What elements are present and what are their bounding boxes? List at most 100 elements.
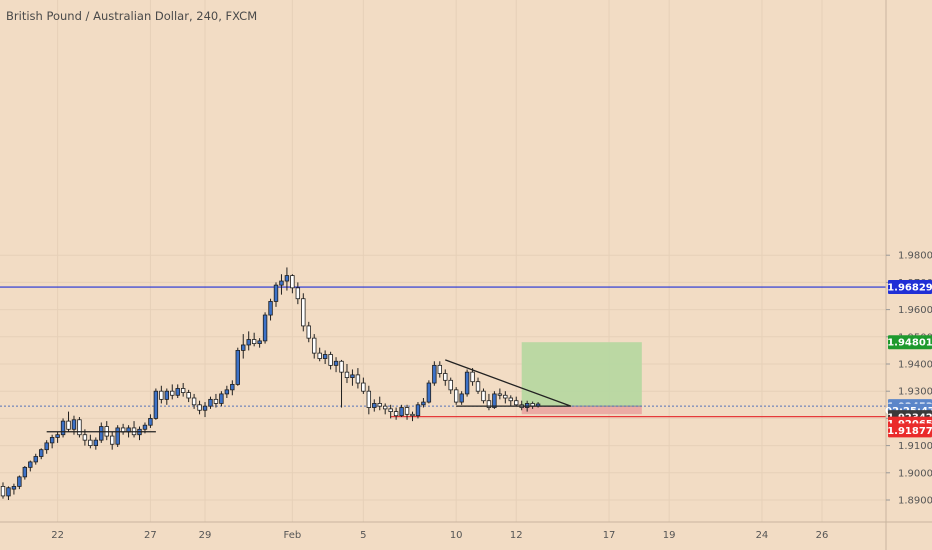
candle-body xyxy=(224,389,230,395)
candle xyxy=(497,388,503,400)
candle-body xyxy=(333,360,339,366)
candle-body xyxy=(426,382,432,403)
candle xyxy=(180,383,186,397)
candle-body xyxy=(344,371,350,379)
y-tick-label: 1.93000 xyxy=(898,387,932,398)
candle xyxy=(372,399,377,412)
candle-body xyxy=(295,287,301,300)
x-tick-label: Feb xyxy=(284,530,302,541)
price-tag-bg xyxy=(888,280,932,295)
candle xyxy=(213,393,219,408)
candle xyxy=(470,368,475,386)
candle-body xyxy=(115,427,120,445)
candle xyxy=(448,377,453,394)
candle-body xyxy=(459,393,464,403)
candle xyxy=(246,331,251,351)
candle-body xyxy=(470,371,475,383)
candle xyxy=(99,422,104,443)
candle xyxy=(503,391,508,404)
candle xyxy=(77,417,82,438)
candle-body xyxy=(28,461,33,468)
candle xyxy=(257,338,262,348)
candle xyxy=(328,351,333,370)
candle xyxy=(202,402,208,418)
candle xyxy=(268,298,273,321)
candle xyxy=(404,404,410,420)
price-tag-bg xyxy=(888,335,932,350)
candle-body xyxy=(464,371,470,395)
candle-body xyxy=(382,405,388,410)
candle xyxy=(284,267,290,291)
candle xyxy=(355,368,361,389)
candle-body xyxy=(437,364,442,374)
candle xyxy=(148,414,153,428)
candle xyxy=(262,312,268,344)
candle-body xyxy=(372,403,377,408)
candle xyxy=(290,274,295,294)
candle-body xyxy=(82,434,88,441)
price-tag-bg xyxy=(888,423,932,438)
price-tag-label: 1.94801 xyxy=(887,338,932,349)
x-tick-label: 29 xyxy=(199,530,212,541)
price-tag: 1.91877 xyxy=(887,423,932,438)
candle-body xyxy=(170,390,175,396)
candle xyxy=(514,396,519,407)
chart-title: British Pound / Australian Dollar, 240, … xyxy=(6,9,258,23)
candle xyxy=(481,388,486,404)
candle xyxy=(0,482,6,499)
candle xyxy=(33,453,38,465)
candle-body xyxy=(219,393,224,404)
candle-body xyxy=(388,408,393,413)
candle-body xyxy=(164,390,169,400)
candle xyxy=(164,388,169,405)
price-tag: 1.96829 xyxy=(887,280,932,295)
candle-body xyxy=(443,373,448,381)
candle-body xyxy=(11,485,17,490)
y-tick-label: 1.89000 xyxy=(898,496,932,507)
x-tick-label: 26 xyxy=(816,530,829,541)
candle xyxy=(295,282,301,305)
candle xyxy=(6,486,11,500)
candle-body xyxy=(6,487,11,497)
candle xyxy=(170,384,175,400)
candle-body xyxy=(453,389,459,403)
candle xyxy=(377,396,382,411)
stop-zone xyxy=(521,406,642,415)
candle xyxy=(432,361,437,386)
candle-body xyxy=(60,420,66,436)
candle-body xyxy=(290,275,295,289)
candle xyxy=(366,385,372,415)
candle xyxy=(344,364,350,384)
candle xyxy=(60,418,66,438)
candle xyxy=(279,274,284,295)
candle xyxy=(241,334,246,359)
candle-body xyxy=(153,390,159,419)
candle-body xyxy=(99,426,104,441)
x-tick-label: 19 xyxy=(663,530,676,541)
candle xyxy=(44,440,49,454)
candle-body xyxy=(339,360,344,373)
x-tick-label: 24 xyxy=(756,530,769,541)
candle xyxy=(388,404,393,419)
candle-body xyxy=(355,374,361,384)
candle-body xyxy=(44,442,49,451)
candle-body xyxy=(301,298,306,327)
candle-body xyxy=(93,439,99,447)
candle-body xyxy=(17,476,22,487)
candle-body xyxy=(410,413,415,417)
candle xyxy=(49,434,55,449)
candle xyxy=(153,388,159,420)
candle-body xyxy=(393,411,399,417)
candle-body xyxy=(475,381,481,392)
candle-body xyxy=(197,404,202,411)
candle xyxy=(475,377,481,394)
candle xyxy=(317,347,322,362)
candle xyxy=(115,425,120,447)
x-tick-label: 22 xyxy=(51,530,64,541)
candle xyxy=(459,391,464,405)
candle-body xyxy=(142,424,148,430)
candle xyxy=(251,332,257,347)
candle xyxy=(235,347,240,386)
